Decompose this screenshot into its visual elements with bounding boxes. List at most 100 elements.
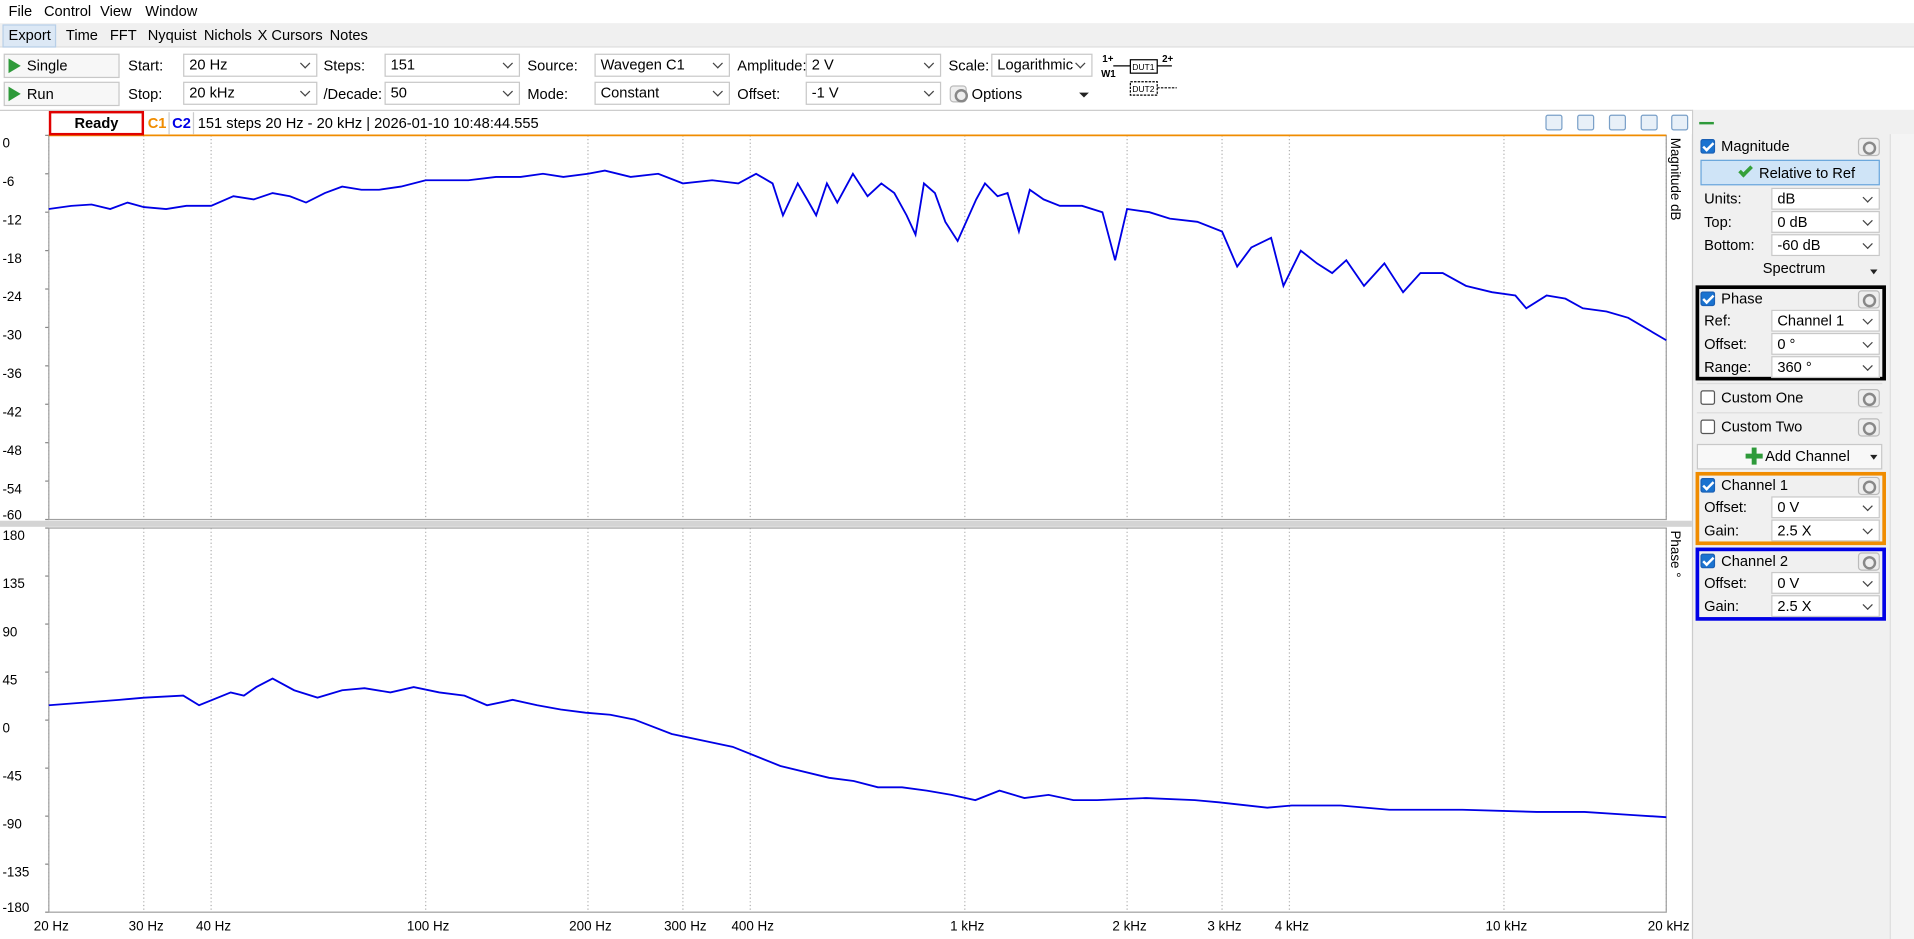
menu-item[interactable]: File [8,2,33,20]
dut-diagram[interactable]: 1+ 2+ W1 DUT1 DUT2 [1099,52,1189,106]
button-label[interactable]: Add Channel [1765,447,1850,465]
status-bar [0,109,1692,135]
dropdown[interactable]: 2.5 X [1771,595,1880,618]
mode-label[interactable]: Spectrum [1762,259,1826,277]
settings-button[interactable] [1857,290,1880,309]
setting-label: Range: [1704,358,1752,376]
toolbar-icon[interactable] [1577,114,1595,131]
y-tick-label: -90 [2,816,21,831]
tab[interactable]: X Cursors [257,26,323,44]
menu-item[interactable]: Window [145,2,198,20]
dropdown[interactable]: dB [1771,187,1880,210]
dropdown[interactable]: 20 Hz [183,53,318,77]
field-label: Scale: [948,57,990,75]
checkbox[interactable] [1700,419,1716,435]
dropdown[interactable]: 360 ° [1771,356,1880,379]
button-label[interactable]: Single [26,57,68,75]
run-button[interactable] [3,81,120,107]
tab[interactable]: Time [65,26,98,44]
dropdown[interactable]: Logarithmic [991,53,1093,77]
toolbar-icon[interactable] [1640,114,1658,131]
toolbar-icon[interactable] [1545,114,1563,131]
setting-label: Ref: [1704,312,1731,330]
y-tick-label: 135 [2,576,24,591]
x-tick-label: 3 kHz [1207,918,1242,933]
menu-item[interactable]: Control [43,2,92,20]
checkbox[interactable] [1700,553,1716,569]
dropdown[interactable]: 2.5 X [1771,519,1880,542]
y-tick-label: 180 [2,528,24,543]
settings-button[interactable] [1857,552,1880,571]
dropdown[interactable]: 0 V [1771,496,1880,519]
dropdown[interactable]: 50 [384,81,521,105]
group-title[interactable]: Custom Two [1721,418,1803,436]
tab[interactable]: FFT [109,26,137,44]
toolbar-icon[interactable] [1608,114,1626,131]
field-label: Steps: [323,57,366,75]
group-title[interactable]: Channel 1 [1721,476,1788,494]
tab[interactable]: Nyquist [147,26,197,44]
x-tick-label: 400 Hz [731,918,774,933]
dropdown[interactable]: Constant [594,81,730,105]
x-tick-label: 300 Hz [664,918,707,933]
tab[interactable]: Notes [329,26,368,44]
group-title[interactable]: Magnitude [1721,137,1790,155]
button-label[interactable]: Run [26,85,54,103]
toolbar-icon[interactable] [1671,114,1689,131]
x-tick-label: 30 Hz [129,918,164,933]
checkbox[interactable] [1700,390,1716,405]
dropdown[interactable]: 0 V [1771,571,1880,594]
button-label[interactable]: Relative to Ref [1759,164,1856,182]
checkbox[interactable] [1700,291,1716,307]
options-button[interactable] [948,81,1093,107]
x-tick-label: 2 kHz [1112,918,1147,933]
y-tick-label: 45 [2,672,17,687]
group-title[interactable]: Channel 2 [1721,552,1788,570]
dropdown[interactable]: 20 kHz [183,81,318,105]
add-channel-button[interactable] [1696,443,1883,470]
dropdown[interactable]: 0 ° [1771,332,1880,355]
settings-button[interactable] [1857,137,1880,157]
x-tick-label: 10 kHz [1486,918,1528,933]
splitter [0,520,1692,527]
settings-button[interactable] [1857,389,1880,408]
dropdown[interactable]: 0 dB [1771,210,1880,233]
checkbox[interactable] [1700,139,1716,154]
plot-background [48,135,1667,520]
field-label: /Decade: [323,85,383,103]
dropdown[interactable]: -1 V [805,81,942,105]
axis-label: Phase ° [1668,530,1683,577]
dropdown[interactable]: Wavegen C1 [594,53,730,77]
single-button[interactable] [3,53,120,79]
dropdown[interactable]: 151 [384,53,521,77]
diagram-label: 2+ [1162,54,1173,65]
settings-button[interactable] [1857,476,1880,496]
y-tick-label: -45 [2,768,21,783]
checkbox[interactable] [1700,478,1716,493]
play-icon [8,86,21,102]
menu-item[interactable]: View [100,2,132,20]
group-title[interactable]: Custom One [1721,389,1804,407]
group-title[interactable]: Phase [1721,290,1763,308]
separator [1696,382,1883,385]
tab[interactable]: Export [8,26,51,44]
dropdown[interactable]: Channel 1 [1771,309,1880,332]
settings-button[interactable] [1857,418,1880,437]
y-tick-label: -180 [2,900,29,915]
tab[interactable]: Nichols [203,26,252,44]
dropdown[interactable]: 2 V [805,53,942,77]
separator [192,112,195,135]
x-tick-label: 40 Hz [196,918,231,933]
relative-button[interactable] [1700,159,1880,186]
field-label: Stop: [128,85,163,103]
options-label[interactable]: Options [971,85,1023,103]
data-line [48,169,1667,342]
caret [1870,454,1878,460]
arrow-icon[interactable] [1699,117,1714,125]
setting-label: Gain: [1704,597,1740,615]
scrollbar[interactable] [1889,134,1914,939]
setting-label: Offset: [1704,335,1747,353]
setting-label: Bottom: [1704,236,1755,254]
dropdown[interactable]: -60 dB [1771,234,1880,257]
y-tick-label: -36 [2,366,21,381]
